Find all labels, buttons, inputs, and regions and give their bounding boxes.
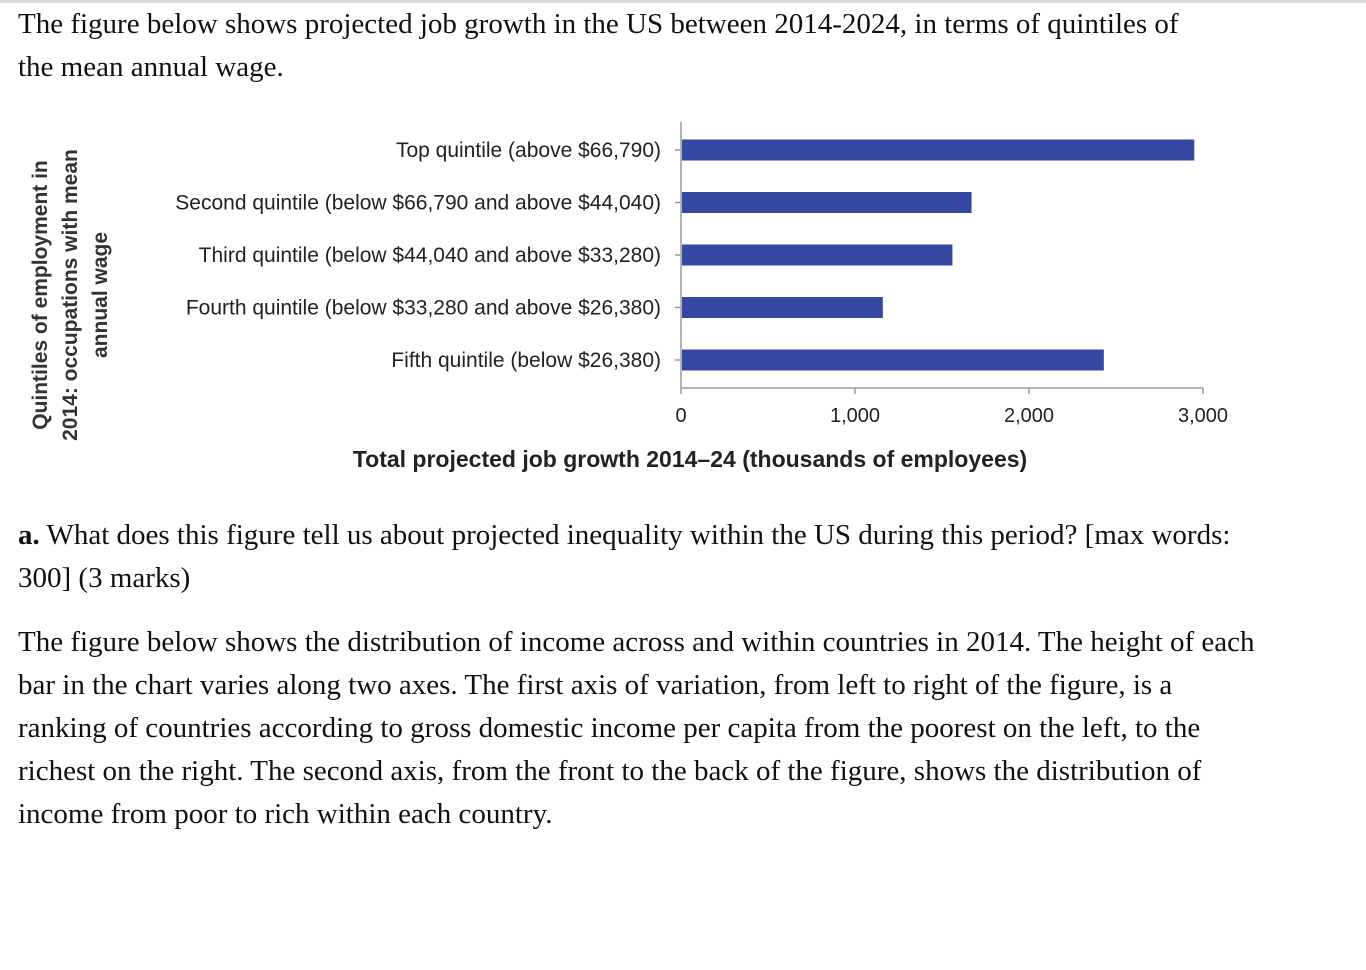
x-tick-label: 2,000 <box>1004 405 1054 427</box>
category-label: Third quintile (below $44,040 and above … <box>199 244 661 267</box>
y-axis-title-line: Quintiles of employment in <box>29 160 52 430</box>
y-axis-title-line: 2014: occupations with mean <box>59 149 82 441</box>
bar <box>682 297 883 318</box>
job-growth-bar-chart: Quintiles of employment in 2014: occupati… <box>29 122 1228 472</box>
bar <box>682 192 972 213</box>
question-a: a. What does this figure tell us about p… <box>18 514 1268 600</box>
category-label: Second quintile (below $66,790 and above… <box>175 192 661 215</box>
question-letter: a. <box>18 519 40 551</box>
bar <box>682 244 953 266</box>
x-tick-label: 3,000 <box>1178 405 1228 427</box>
category-label: Fifth quintile (below $26,380) <box>391 349 661 372</box>
bars <box>682 139 1195 371</box>
top-border <box>0 0 1366 3</box>
bar <box>682 349 1104 371</box>
question-text: What does this figure tell us about proj… <box>18 519 1231 594</box>
category-label: Top quintile (above $66,790) <box>396 139 661 162</box>
x-axis-title: Total projected job growth 2014–24 (thou… <box>353 446 1027 472</box>
bar <box>682 139 1195 161</box>
description-paragraph: The figure below shows the distribution … <box>18 626 1255 830</box>
x-tick-label: 1,000 <box>830 405 880 427</box>
y-axis-title-line: annual wage <box>89 232 112 358</box>
category-labels: Top quintile (above $66,790) Second quint… <box>175 139 661 372</box>
y-axis-title: Quintiles of employment in 2014: occupati… <box>29 149 112 441</box>
x-ticks: 0 1,000 2,000 3,000 <box>675 388 1228 427</box>
x-tick-label: 0 <box>675 405 686 427</box>
axes <box>675 122 1203 389</box>
intro-paragraph: The figure below shows projected job gro… <box>18 8 1179 83</box>
category-label: Fourth quintile (below $33,280 and above… <box>186 297 661 320</box>
